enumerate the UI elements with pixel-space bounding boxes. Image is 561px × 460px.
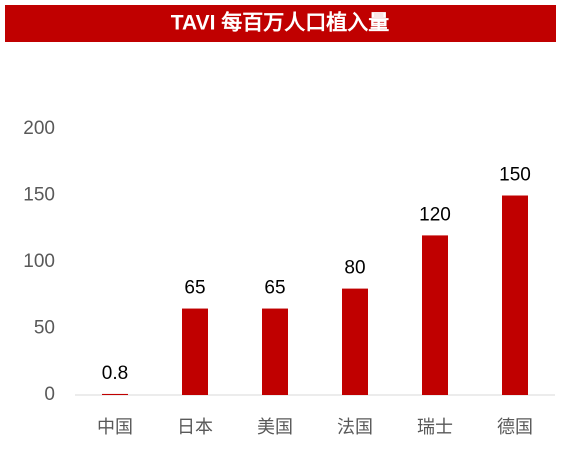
x-tick-label: 德国 xyxy=(497,417,533,437)
bar xyxy=(342,288,368,395)
data-label: 120 xyxy=(419,204,451,225)
data-label: 65 xyxy=(264,278,285,299)
x-tick-label: 美国 xyxy=(257,417,293,437)
x-tick-label: 法国 xyxy=(337,417,373,437)
data-label: 150 xyxy=(499,165,531,186)
data-label: 65 xyxy=(184,278,205,299)
x-tick-label: 日本 xyxy=(177,417,213,437)
data-label: 0.8 xyxy=(102,363,128,384)
x-tick-label: 瑞士 xyxy=(417,417,453,437)
bar xyxy=(182,308,208,395)
data-label: 80 xyxy=(344,258,365,279)
y-tick-label: 100 xyxy=(23,251,55,272)
bar xyxy=(102,393,128,395)
bar xyxy=(502,195,528,395)
bar xyxy=(422,235,448,395)
bar xyxy=(262,308,288,395)
y-tick-label: 0 xyxy=(44,384,55,405)
chart-title: TAVI 每百万人口植入量 xyxy=(171,11,390,35)
title-banner xyxy=(5,5,556,42)
y-tick-label: 200 xyxy=(23,118,55,139)
y-tick-label: 50 xyxy=(34,318,55,339)
x-tick-label: 中国 xyxy=(97,417,133,437)
y-tick-label: 150 xyxy=(23,185,55,206)
